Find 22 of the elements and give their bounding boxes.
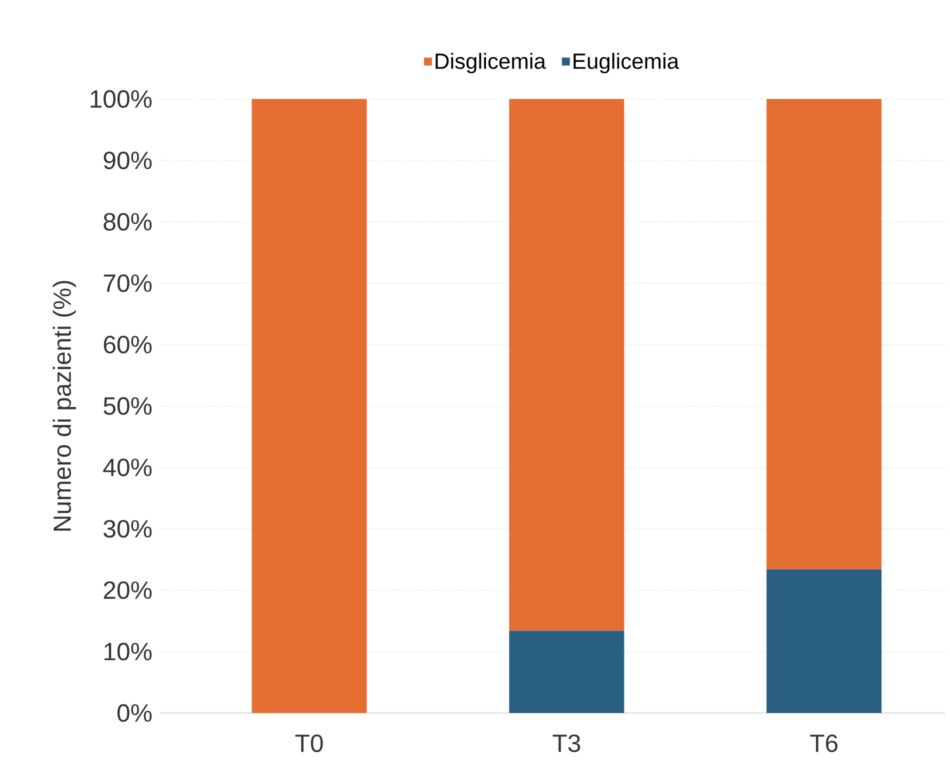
- y-tick-label: 20%: [104, 581, 152, 600]
- y-tick-label: 0%: [117, 704, 152, 722]
- y-tick-label: 70%: [104, 274, 152, 292]
- legend-label: Euglicemia: [574, 52, 680, 74]
- y-tick-label: 60%: [104, 336, 152, 354]
- y-tick-label: 10%: [104, 642, 152, 660]
- bar: [509, 630, 624, 713]
- x-tick-label: T0: [295, 734, 323, 752]
- x-tick-label: T6: [810, 734, 838, 752]
- bar: [252, 98, 367, 713]
- y-tick-label: 90%: [104, 152, 152, 170]
- y-tick-label: 80%: [104, 212, 152, 231]
- bar: [509, 98, 624, 631]
- legend-label: Disglicemia: [436, 52, 546, 74]
- bar: [766, 98, 882, 570]
- bar: [766, 569, 882, 713]
- x-tick-label: T3: [552, 734, 580, 752]
- y-tick-label: 40%: [103, 458, 152, 476]
- y-tick-label: 30%: [104, 520, 152, 538]
- y-tick-label: 100%: [90, 90, 152, 108]
- y-tick-label: 50%: [104, 397, 152, 415]
- y-axis-title: Numero di pazienti (%): [52, 280, 76, 531]
